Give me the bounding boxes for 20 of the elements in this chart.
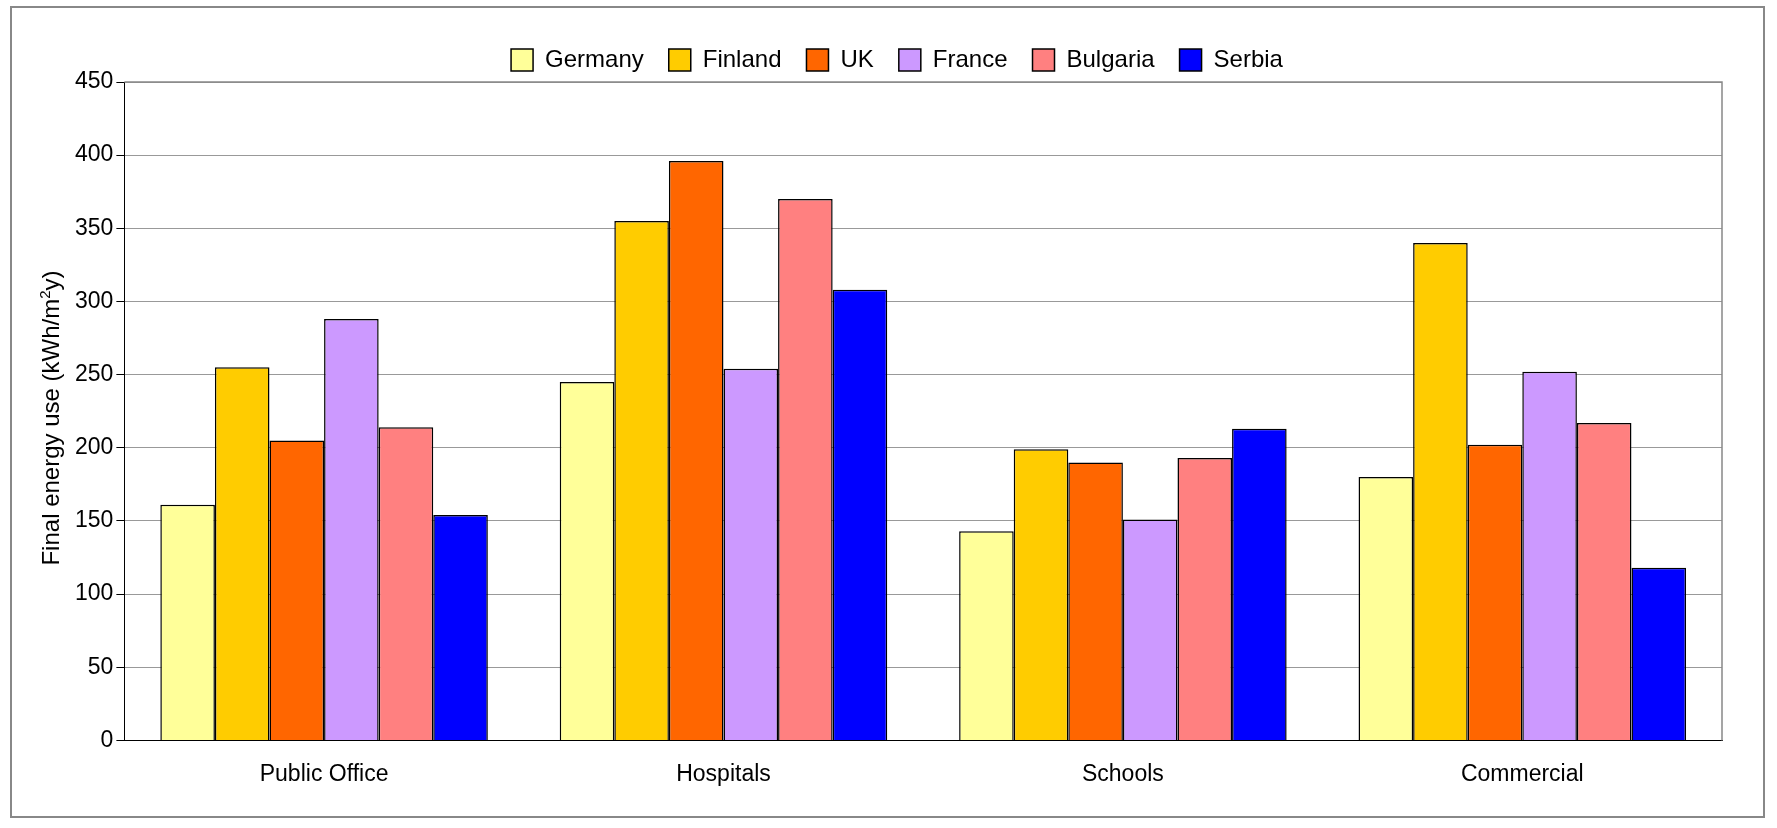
legend-label: Bulgaria xyxy=(1066,44,1156,72)
x-tick-label: Schools xyxy=(1081,759,1164,786)
legend-label: UK xyxy=(840,44,874,72)
x-tick-label: Public Office xyxy=(259,759,389,786)
y-tick-label: 300 xyxy=(75,286,114,313)
y-tick-label: 150 xyxy=(75,506,114,533)
y-tick-label: 50 xyxy=(87,652,114,679)
y-tick-label: 350 xyxy=(75,213,114,240)
y-tick-label: 0 xyxy=(100,725,114,752)
y-tick-label: 200 xyxy=(75,433,114,460)
y-tick-label: 450 xyxy=(75,67,114,94)
y-tick-label: 400 xyxy=(75,140,114,167)
legend-label: Finland xyxy=(702,44,782,72)
y-tick-label: 100 xyxy=(75,579,114,606)
y-tick-label: 250 xyxy=(75,359,114,386)
x-tick-label: Commercial xyxy=(1460,759,1584,786)
legend-label: Serbia xyxy=(1213,44,1284,72)
x-tick-label: Hospitals xyxy=(676,759,771,786)
legend-label: Germany xyxy=(545,44,644,72)
legend-label: France xyxy=(932,44,1008,72)
